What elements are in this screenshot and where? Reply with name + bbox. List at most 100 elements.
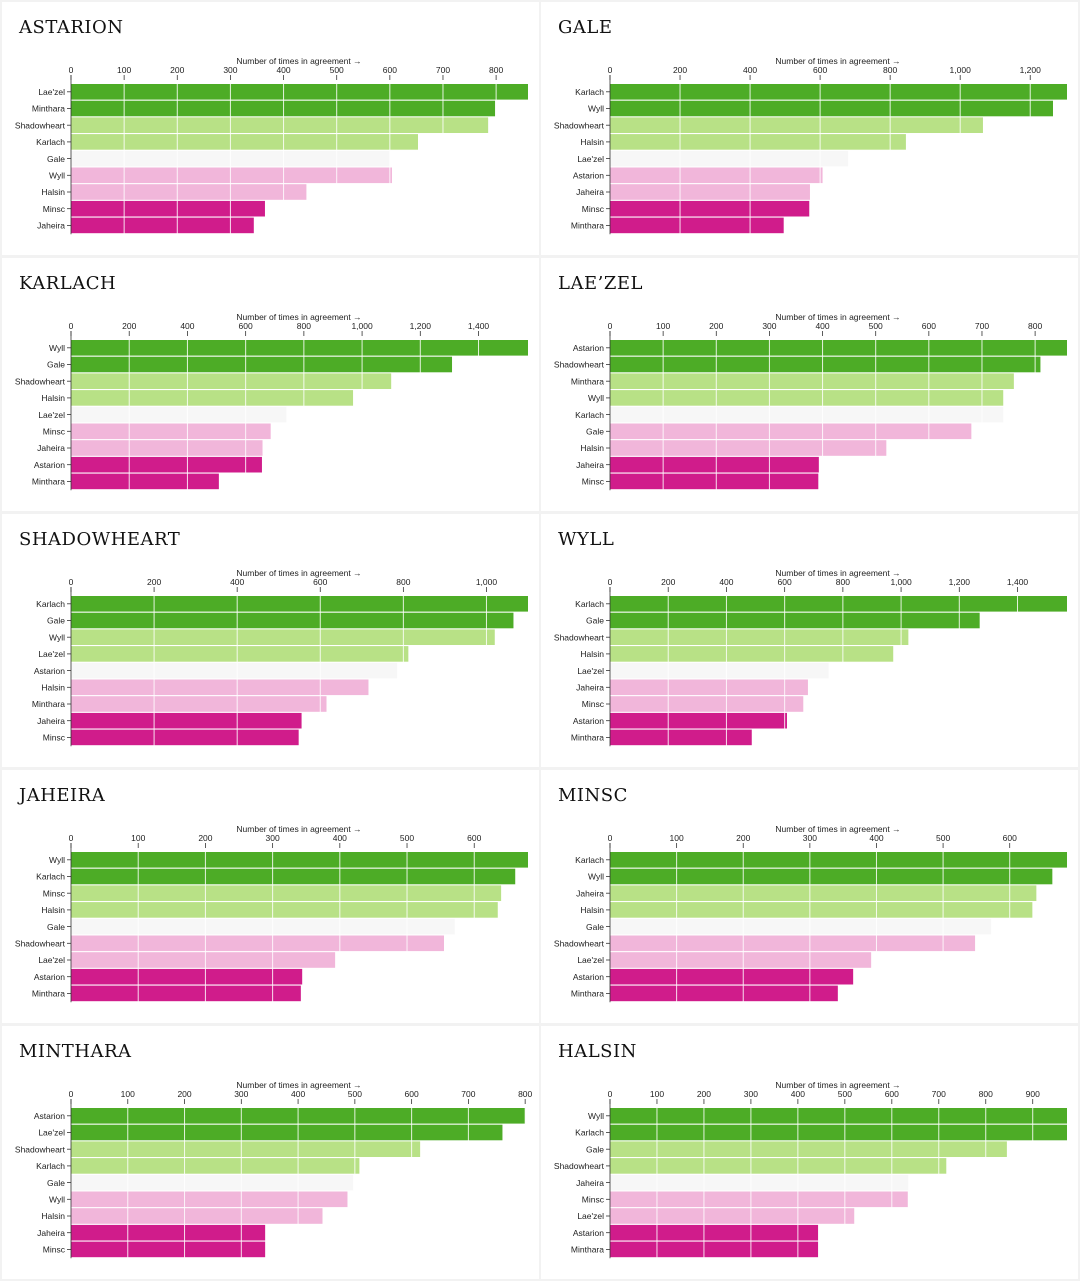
y-tick-label: Halsin <box>580 905 604 915</box>
x-tick-label: 200 <box>122 321 136 331</box>
x-tick-label: 500 <box>838 1089 852 1099</box>
x-tick-label: 300 <box>223 65 237 75</box>
bar-astarion <box>610 1224 819 1241</box>
x-tick-label: 600 <box>383 65 397 75</box>
bar-halsin <box>71 679 369 696</box>
bar-karlach <box>610 84 1067 100</box>
bar-shadowheart <box>610 117 983 133</box>
y-tick-label: Shadowheart <box>15 1144 66 1154</box>
y-tick-label: Wyll <box>588 1111 604 1121</box>
y-tick-label: Jaheira <box>37 443 65 453</box>
x-tick-label: 0 <box>608 577 613 587</box>
x-axis-title: Number of times in agreement → <box>236 824 361 834</box>
bar-wyll <box>71 167 392 184</box>
y-tick-label: Lae'zel <box>38 1128 65 1138</box>
bar-gale <box>71 612 514 629</box>
x-tick-label: 200 <box>661 577 675 587</box>
chart-panel-karlach: KARLACH Wyll Gale Shadowheart Halsin Lae'zel M… <box>2 258 539 511</box>
y-tick-label: Minsc <box>582 477 605 487</box>
chart-title: HALSIN <box>558 1041 637 1062</box>
x-tick-label: 0 <box>69 833 74 843</box>
y-tick-label: Karlach <box>575 599 604 609</box>
bar-minthara <box>71 100 496 117</box>
chart-panel-halsin: HALSIN Wyll Karlach Gale Shadowheart Jaheira M… <box>541 1026 1078 1279</box>
bar-wyll <box>71 340 528 356</box>
bar-minthara <box>610 373 1014 389</box>
y-tick-label: Wyll <box>49 632 65 642</box>
x-tick-label: 1,200 <box>410 321 432 331</box>
bar-karlach <box>71 868 516 885</box>
bar-laezel <box>71 952 336 968</box>
bar-minthara <box>71 473 219 490</box>
y-tick-label: Gale <box>47 154 65 164</box>
x-tick-label: 800 <box>1028 321 1042 331</box>
bar-shadowheart <box>610 1158 947 1174</box>
x-tick-label: 200 <box>177 1089 191 1099</box>
x-tick-label: 600 <box>239 321 253 331</box>
bar-wyll <box>71 852 528 868</box>
bar-chart: Karlach Wyll Shadowheart Halsin Lae'zel Astar… <box>554 56 1067 235</box>
x-tick-label: 800 <box>836 577 850 587</box>
bar-chart: Wyll Karlach Minsc Halsin Gale Shadowheart Lae… <box>15 824 528 1003</box>
x-tick-label: 800 <box>518 1089 532 1099</box>
x-tick-label: 600 <box>813 65 827 75</box>
y-tick-label: Karlach <box>575 87 604 97</box>
chart-title: JAHEIRA <box>19 785 106 806</box>
x-tick-label: 700 <box>932 1089 946 1099</box>
x-tick-label: 400 <box>743 65 757 75</box>
y-tick-label: Lae'zel <box>38 410 65 420</box>
y-tick-label: Astarion <box>34 972 65 982</box>
bar-jaheira <box>71 440 263 456</box>
bar-astarion <box>610 340 1067 356</box>
x-tick-label: 400 <box>276 65 290 75</box>
y-tick-label: Wyll <box>49 855 65 865</box>
y-tick-label: Lae'zel <box>38 649 65 659</box>
x-axis-title: Number of times in agreement → <box>236 312 361 322</box>
bar-wyll <box>71 629 495 645</box>
bar-karlach <box>610 852 1067 868</box>
bar-chart: Lae'zel Minthara Shadowheart Karlach Gale Wyl… <box>15 56 528 235</box>
bar-minsc <box>610 696 804 712</box>
y-tick-label: Minthara <box>571 733 604 743</box>
bar-wyll <box>71 1191 348 1208</box>
y-tick-label: Gale <box>47 360 65 370</box>
bar-jaheira <box>71 1224 266 1241</box>
y-tick-label: Gale <box>586 922 604 932</box>
x-tick-label: 600 <box>313 577 327 587</box>
x-tick-label: 700 <box>461 1089 475 1099</box>
x-tick-label: 1,400 <box>1007 577 1029 587</box>
bar-laezel <box>610 662 829 679</box>
y-tick-label: Halsin <box>580 137 604 147</box>
chart-title: MINTHARA <box>19 1041 132 1062</box>
x-tick-label: 400 <box>230 577 244 587</box>
y-tick-label: Shadowheart <box>15 120 66 130</box>
x-tick-label: 1,200 <box>1020 65 1042 75</box>
x-tick-label: 700 <box>975 321 989 331</box>
chart-panel-minthara: MINTHARA Astarion Lae'zel Shadowheart Karlac… <box>2 1026 539 1279</box>
x-axis-title: Number of times in agreement → <box>236 568 361 578</box>
bar-gale <box>71 918 455 935</box>
x-tick-label: 800 <box>979 1089 993 1099</box>
x-tick-label: 300 <box>762 321 776 331</box>
y-tick-label: Astarion <box>573 1228 604 1238</box>
bar-astarion <box>71 662 398 679</box>
bar-chart: Karlach Wyll Jaheira Halsin Gale Shadowheart L… <box>554 824 1067 1003</box>
y-tick-label: Shadowheart <box>554 360 605 370</box>
x-tick-label: 400 <box>291 1089 305 1099</box>
y-tick-label: Astarion <box>573 343 604 353</box>
x-tick-label: 100 <box>650 1089 664 1099</box>
bar-jaheira <box>610 1174 909 1191</box>
y-tick-label: Jaheira <box>576 1178 604 1188</box>
y-tick-label: Minsc <box>43 204 66 214</box>
chart-panel-shadowheart: SHADOWHEART Karlach Gale Wyll Lae'zel Astario… <box>2 514 539 767</box>
y-tick-label: Jaheira <box>576 683 604 693</box>
x-tick-label: 200 <box>709 321 723 331</box>
bar-minthara <box>71 985 301 1002</box>
bar-shadowheart <box>71 117 489 133</box>
y-tick-label: Gale <box>47 616 65 626</box>
bar-gale <box>71 356 453 373</box>
bar-shadowheart <box>71 1141 421 1157</box>
bar-gale <box>610 423 972 440</box>
y-tick-label: Karlach <box>36 137 65 147</box>
